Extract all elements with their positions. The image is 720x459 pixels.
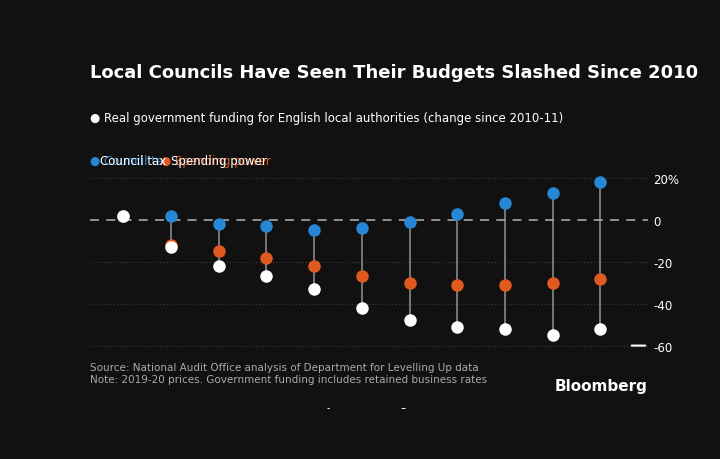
Point	[213, 248, 225, 256]
Point	[499, 200, 510, 207]
Text: Local Councils Have Seen Their Budgets Slashed Since 2010: Local Councils Have Seen Their Budgets S…	[90, 64, 698, 82]
Point	[166, 242, 177, 249]
Point	[595, 275, 606, 283]
Point	[213, 263, 225, 270]
Point	[356, 273, 368, 280]
Text: Source: National Audit Office analysis of Department for Levelling Up data
Note:: Source: National Audit Office analysis o…	[90, 363, 487, 384]
Point	[308, 227, 320, 235]
Point	[213, 221, 225, 228]
X-axis label: Fiscal years ending March: Fiscal years ending March	[288, 395, 450, 408]
Text: ● Real government funding for English local authorities (change since 2010-11): ● Real government funding for English lo…	[90, 112, 563, 124]
Point	[451, 281, 463, 289]
Point	[404, 219, 415, 226]
Point	[356, 305, 368, 312]
Point	[499, 281, 510, 289]
Point	[166, 213, 177, 220]
Point	[404, 280, 415, 287]
Text: Spending power: Spending power	[171, 155, 267, 168]
Point	[261, 254, 272, 262]
Text: ● Council tax: ● Council tax	[90, 155, 170, 168]
Text: ● Spending power: ● Spending power	[161, 155, 271, 168]
Text: Council tax: Council tax	[100, 155, 166, 168]
Point	[404, 317, 415, 325]
Point	[356, 225, 368, 232]
Point	[166, 244, 177, 251]
Point	[117, 213, 129, 220]
Text: Bloomberg: Bloomberg	[555, 378, 648, 393]
Point	[308, 263, 320, 270]
Point	[547, 190, 559, 197]
Point	[595, 179, 606, 186]
Point	[308, 286, 320, 293]
Point	[261, 223, 272, 230]
Point	[595, 325, 606, 333]
Point	[451, 323, 463, 330]
Point	[117, 213, 129, 220]
Point	[499, 325, 510, 333]
Point	[547, 280, 559, 287]
Point	[451, 211, 463, 218]
Point	[117, 213, 129, 220]
Point	[547, 332, 559, 339]
Point	[261, 273, 272, 280]
